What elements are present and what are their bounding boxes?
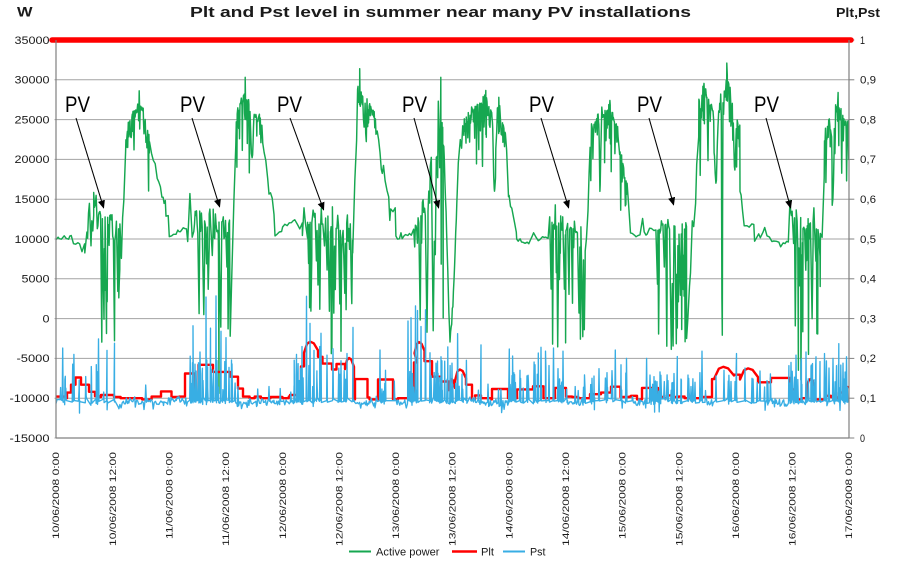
svg-text:13/06/2008 12:00: 13/06/2008 12:00 [448,452,459,546]
svg-text:25000: 25000 [15,114,50,126]
svg-text:Active power: Active power [376,547,440,559]
svg-text:0: 0 [860,433,865,445]
svg-text:Pst: Pst [530,547,546,559]
svg-text:10000: 10000 [15,234,50,246]
svg-text:0,9: 0,9 [860,75,876,87]
svg-text:0,4: 0,4 [860,274,876,286]
svg-text:17/06/2008 0:00: 17/06/2008 0:00 [844,452,855,539]
svg-text:15/06/2008 0:00: 15/06/2008 0:00 [618,452,629,539]
svg-text:14/06/2008 12:00: 14/06/2008 12:00 [561,452,572,546]
svg-text:0,5: 0,5 [860,234,876,246]
svg-text:16/06/2008 0:00: 16/06/2008 0:00 [731,452,742,539]
svg-text:14/06/2008 0:00: 14/06/2008 0:00 [504,452,515,539]
svg-text:Plt: Plt [481,547,494,559]
svg-text:30000: 30000 [15,75,50,87]
svg-text:PV: PV [65,92,90,117]
svg-text:PV: PV [529,92,554,117]
svg-text:-15000: -15000 [10,433,50,445]
svg-text:0,3: 0,3 [860,313,876,325]
svg-text:11/06/2008 0:00: 11/06/2008 0:00 [165,452,176,539]
svg-text:Plt,Pst: Plt,Pst [836,6,881,20]
svg-text:PV: PV [754,92,779,117]
svg-text:10/06/2008 12:00: 10/06/2008 12:00 [108,452,119,546]
svg-text:12/06/2008 12:00: 12/06/2008 12:00 [334,452,345,546]
svg-text:35000: 35000 [15,35,50,47]
svg-text:15/06/2008 12:00: 15/06/2008 12:00 [674,452,685,546]
svg-text:5000: 5000 [22,274,50,286]
svg-text:20000: 20000 [15,154,50,166]
svg-text:16/06/2008 12:00: 16/06/2008 12:00 [788,452,799,546]
svg-text:13/06/2008 0:00: 13/06/2008 0:00 [391,452,402,539]
svg-text:PV: PV [637,92,662,117]
svg-text:10/06/2008 0:00: 10/06/2008 0:00 [51,452,62,539]
svg-text:Plt and Pst level in summer ne: Plt and Pst level in summer near many PV… [190,4,691,21]
svg-text:W: W [17,4,33,20]
svg-text:0: 0 [43,313,50,325]
svg-text:PV: PV [180,92,205,117]
svg-text:0,6: 0,6 [860,194,876,206]
svg-text:0,2: 0,2 [860,353,876,365]
svg-text:0,1: 0,1 [860,393,876,405]
svg-text:PV: PV [277,92,302,117]
svg-text:PV: PV [402,92,427,117]
svg-text:0,8: 0,8 [860,114,876,126]
svg-text:-10000: -10000 [10,393,50,405]
svg-text:0,7: 0,7 [860,154,876,166]
svg-text:1: 1 [860,35,865,47]
svg-text:11/06/2008 12:00: 11/06/2008 12:00 [221,452,232,546]
svg-text:12/06/2008 0:00: 12/06/2008 0:00 [278,452,289,539]
svg-text:15000: 15000 [15,194,50,206]
svg-text:-5000: -5000 [17,353,50,365]
